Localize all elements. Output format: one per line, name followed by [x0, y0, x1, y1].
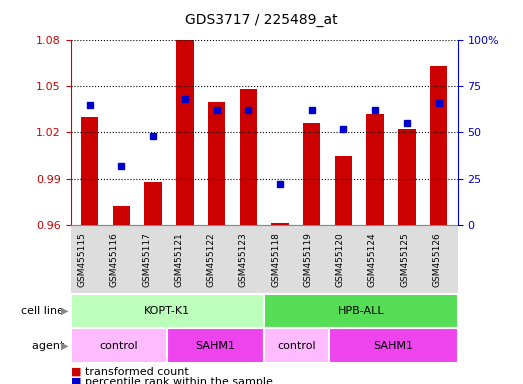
Text: HPB-ALL: HPB-ALL: [337, 306, 384, 316]
Bar: [176, 40, 194, 225]
Text: ■: ■: [71, 367, 81, 377]
Text: GSM455121: GSM455121: [175, 232, 184, 286]
Text: KOPT-K1: KOPT-K1: [144, 306, 190, 316]
Bar: [112, 206, 130, 225]
Bar: [335, 156, 352, 225]
Text: control: control: [100, 341, 138, 351]
Text: control: control: [277, 341, 316, 351]
Text: transformed count: transformed count: [85, 367, 189, 377]
Text: GSM455123: GSM455123: [239, 232, 248, 286]
Text: GSM455116: GSM455116: [110, 232, 119, 286]
Bar: [430, 66, 447, 225]
Text: GDS3717 / 225489_at: GDS3717 / 225489_at: [185, 13, 338, 27]
Text: SAHM1: SAHM1: [373, 341, 413, 351]
Text: ▶: ▶: [61, 341, 68, 351]
Text: cell line: cell line: [21, 306, 68, 316]
Text: GSM455122: GSM455122: [207, 232, 216, 286]
Text: GSM455117: GSM455117: [142, 232, 151, 286]
Bar: [144, 182, 162, 225]
Bar: [367, 114, 384, 225]
Bar: [240, 89, 257, 225]
Text: ■: ■: [71, 377, 81, 384]
Text: GSM455124: GSM455124: [368, 232, 377, 286]
Bar: [398, 129, 416, 225]
Text: percentile rank within the sample: percentile rank within the sample: [85, 377, 273, 384]
Text: GSM455120: GSM455120: [336, 232, 345, 286]
Text: ▶: ▶: [61, 306, 68, 316]
Text: GSM455115: GSM455115: [78, 232, 87, 286]
Bar: [81, 117, 98, 225]
Bar: [303, 123, 321, 225]
Bar: [208, 102, 225, 225]
Text: agent: agent: [32, 341, 68, 351]
Text: SAHM1: SAHM1: [196, 341, 236, 351]
Text: GSM455126: GSM455126: [433, 232, 441, 286]
Bar: [271, 223, 289, 225]
Text: GSM455119: GSM455119: [303, 232, 313, 286]
Text: GSM455118: GSM455118: [271, 232, 280, 286]
Text: GSM455125: GSM455125: [400, 232, 409, 286]
